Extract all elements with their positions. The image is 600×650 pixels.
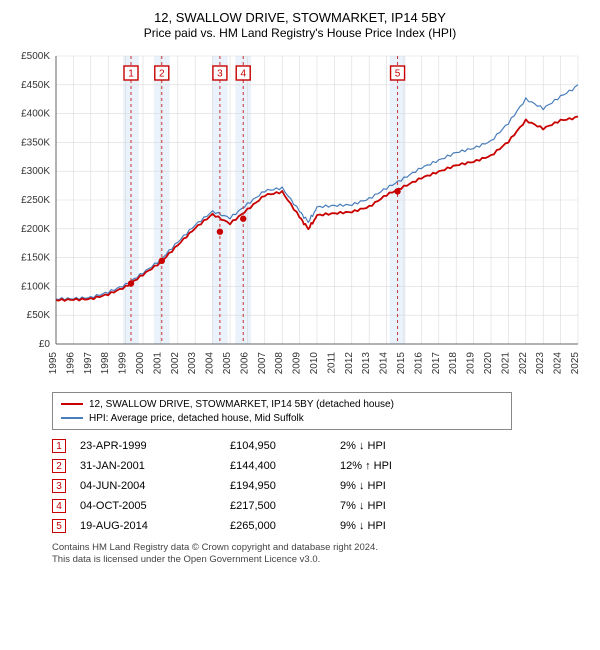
sales-date: 04-OCT-2005	[80, 500, 230, 512]
svg-text:2003: 2003	[187, 352, 198, 375]
svg-text:2018: 2018	[448, 352, 459, 375]
sales-table: 1 23-APR-1999£104,9502% ↓ HPI 2 31-JAN-2001…	[52, 436, 590, 536]
chart-title: 12, SWALLOW DRIVE, STOWMARKET, IP14 5BY	[10, 10, 590, 25]
sales-row: 3 04-JUN-2004£194,9509% ↓ HPI	[52, 476, 590, 496]
chart-plot: 1995 1996 1997 1998 1999 2000 2001 2002 2003 2004…	[10, 46, 590, 386]
svg-text:£300K: £300K	[21, 166, 50, 177]
svg-text:£450K: £450K	[21, 80, 50, 91]
legend-label: HPI: Average price, detached house, Mid …	[89, 413, 304, 424]
legend-swatch	[61, 417, 83, 419]
svg-text:£350K: £350K	[21, 137, 50, 148]
svg-text:£150K: £150K	[21, 253, 50, 264]
svg-text:2008: 2008	[274, 352, 285, 375]
svg-text:£100K: £100K	[21, 281, 50, 292]
sales-marker: 2	[52, 459, 66, 473]
svg-text:2020: 2020	[483, 352, 494, 375]
svg-text:2: 2	[159, 69, 165, 80]
sales-date: 19-AUG-2014	[80, 520, 230, 532]
sales-price: £144,400	[230, 460, 340, 472]
sales-row: 5 19-AUG-2014£265,0009% ↓ HPI	[52, 516, 590, 536]
footer-line: This data is licensed under the Open Gov…	[52, 554, 590, 566]
svg-text:2021: 2021	[500, 352, 511, 375]
svg-text:4: 4	[240, 69, 246, 80]
legend-item: 12, SWALLOW DRIVE, STOWMARKET, IP14 5BY …	[61, 397, 503, 411]
sales-date: 04-JUN-2004	[80, 480, 230, 492]
sales-diff: 12% ↑ HPI	[340, 460, 430, 472]
svg-text:2015: 2015	[396, 352, 407, 375]
footer-line: Contains HM Land Registry data © Crown c…	[52, 542, 590, 554]
svg-text:£0: £0	[39, 339, 51, 350]
sales-diff: 7% ↓ HPI	[340, 500, 430, 512]
sales-price: £217,500	[230, 500, 340, 512]
svg-text:2009: 2009	[292, 352, 303, 375]
chart-subtitle: Price paid vs. HM Land Registry's House …	[10, 26, 590, 40]
svg-text:2011: 2011	[326, 352, 337, 374]
svg-text:2023: 2023	[535, 352, 546, 375]
svg-text:2013: 2013	[361, 352, 372, 375]
svg-text:2012: 2012	[344, 352, 355, 375]
sales-diff: 9% ↓ HPI	[340, 520, 430, 532]
svg-text:£250K: £250K	[21, 195, 50, 206]
sales-row: 1 23-APR-1999£104,9502% ↓ HPI	[52, 436, 590, 456]
sales-date: 31-JAN-2001	[80, 460, 230, 472]
svg-text:3: 3	[217, 69, 223, 80]
sales-row: 2 31-JAN-2001£144,40012% ↑ HPI	[52, 456, 590, 476]
svg-text:£50K: £50K	[27, 310, 51, 321]
legend-box: 12, SWALLOW DRIVE, STOWMARKET, IP14 5BY …	[52, 392, 512, 430]
chart-container: 12, SWALLOW DRIVE, STOWMARKET, IP14 5BY …	[0, 0, 600, 575]
sales-row: 4 04-OCT-2005£217,5007% ↓ HPI	[52, 496, 590, 516]
svg-text:2002: 2002	[170, 352, 181, 375]
svg-text:2005: 2005	[222, 352, 233, 375]
sales-price: £104,950	[230, 440, 340, 452]
sales-marker: 3	[52, 479, 66, 493]
legend-swatch	[61, 403, 83, 405]
chart-svg: 1995 1996 1997 1998 1999 2000 2001 2002 2003 2004…	[10, 46, 590, 386]
sales-diff: 2% ↓ HPI	[340, 440, 430, 452]
svg-text:1: 1	[128, 69, 134, 80]
svg-text:1995: 1995	[48, 352, 59, 375]
svg-text:2006: 2006	[239, 352, 250, 375]
footer: Contains HM Land Registry data © Crown c…	[52, 542, 590, 567]
svg-text:5: 5	[395, 69, 401, 80]
svg-text:1996: 1996	[65, 352, 76, 375]
svg-text:1997: 1997	[83, 352, 94, 375]
legend-item: HPI: Average price, detached house, Mid …	[61, 411, 503, 425]
svg-text:2000: 2000	[135, 352, 146, 375]
svg-text:2001: 2001	[152, 352, 163, 375]
svg-text:2016: 2016	[413, 352, 424, 375]
svg-text:2007: 2007	[257, 352, 268, 375]
svg-text:2019: 2019	[466, 352, 477, 375]
svg-text:£200K: £200K	[21, 224, 50, 235]
sales-price: £194,950	[230, 480, 340, 492]
legend-label: 12, SWALLOW DRIVE, STOWMARKET, IP14 5BY …	[89, 399, 394, 410]
svg-text:2010: 2010	[309, 352, 320, 375]
sales-price: £265,000	[230, 520, 340, 532]
svg-text:1998: 1998	[100, 352, 111, 375]
sales-diff: 9% ↓ HPI	[340, 480, 430, 492]
svg-text:2017: 2017	[431, 352, 442, 375]
svg-text:1999: 1999	[118, 352, 129, 375]
svg-text:£400K: £400K	[21, 109, 50, 120]
svg-text:2022: 2022	[518, 352, 529, 375]
sales-marker: 4	[52, 499, 66, 513]
svg-text:2004: 2004	[205, 352, 216, 375]
svg-text:2025: 2025	[570, 352, 581, 375]
svg-text:£500K: £500K	[21, 51, 50, 62]
svg-text:2014: 2014	[379, 352, 390, 375]
sales-date: 23-APR-1999	[80, 440, 230, 452]
sales-marker: 1	[52, 439, 66, 453]
svg-text:2024: 2024	[553, 352, 564, 375]
sales-marker: 5	[52, 519, 66, 533]
